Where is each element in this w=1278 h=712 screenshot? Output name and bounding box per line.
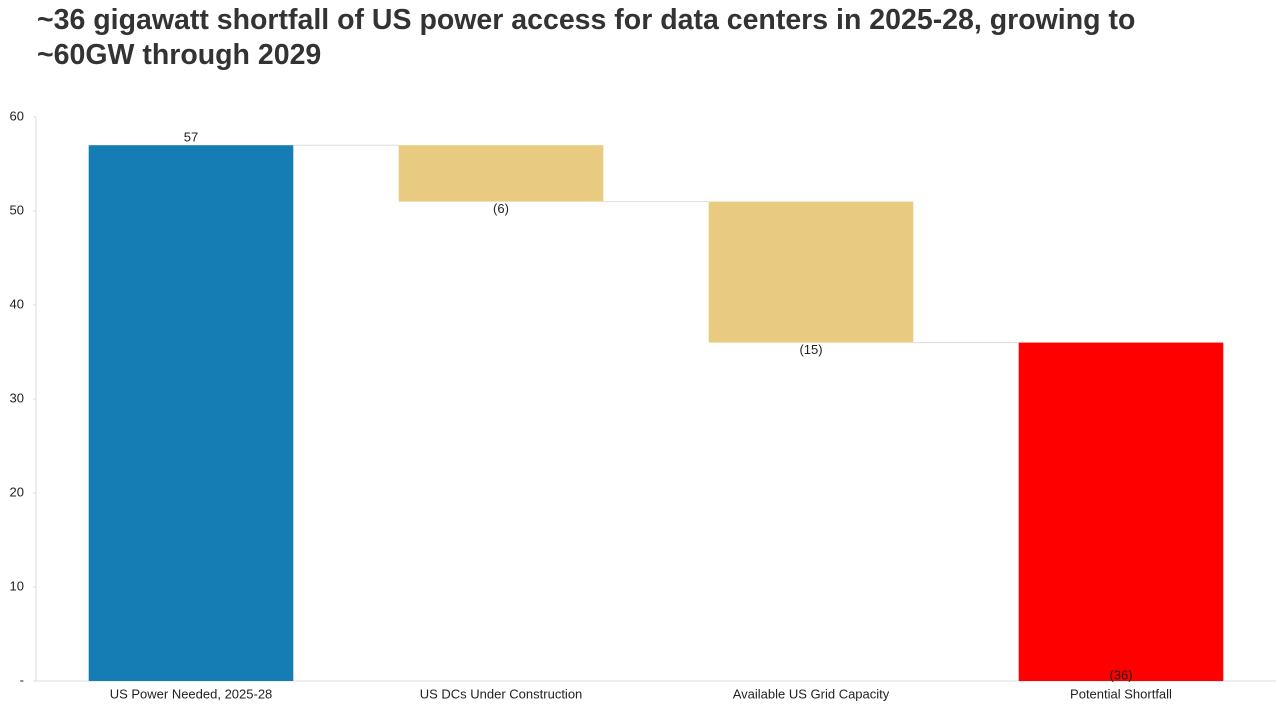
bar	[88, 145, 294, 681]
y-tick-label: 20	[10, 484, 24, 499]
chart-title: ~36 gigawatt shortfall of US power acces…	[37, 4, 1136, 71]
y-tick-label: -	[20, 672, 24, 687]
value-label: (15)	[799, 342, 822, 357]
x-tick-label: Available US Grid Capacity	[733, 686, 890, 701]
value-label: 57	[184, 130, 198, 145]
x-tick-label: Potential Shortfall	[1070, 686, 1172, 701]
y-tick-label: 30	[10, 390, 24, 405]
x-tick-label: US Power Needed, 2025-28	[110, 686, 273, 701]
bar	[708, 201, 914, 343]
bar	[398, 145, 604, 202]
value-label: (6)	[493, 201, 509, 216]
bar	[1018, 342, 1224, 681]
y-tick-label: 40	[10, 296, 24, 311]
y-tick-label: 50	[10, 202, 24, 217]
x-tick-label: US DCs Under Construction	[420, 686, 583, 701]
y-tick-label: 10	[10, 578, 24, 593]
y-tick-label: 60	[10, 108, 24, 123]
value-label: (36)	[1109, 667, 1132, 682]
